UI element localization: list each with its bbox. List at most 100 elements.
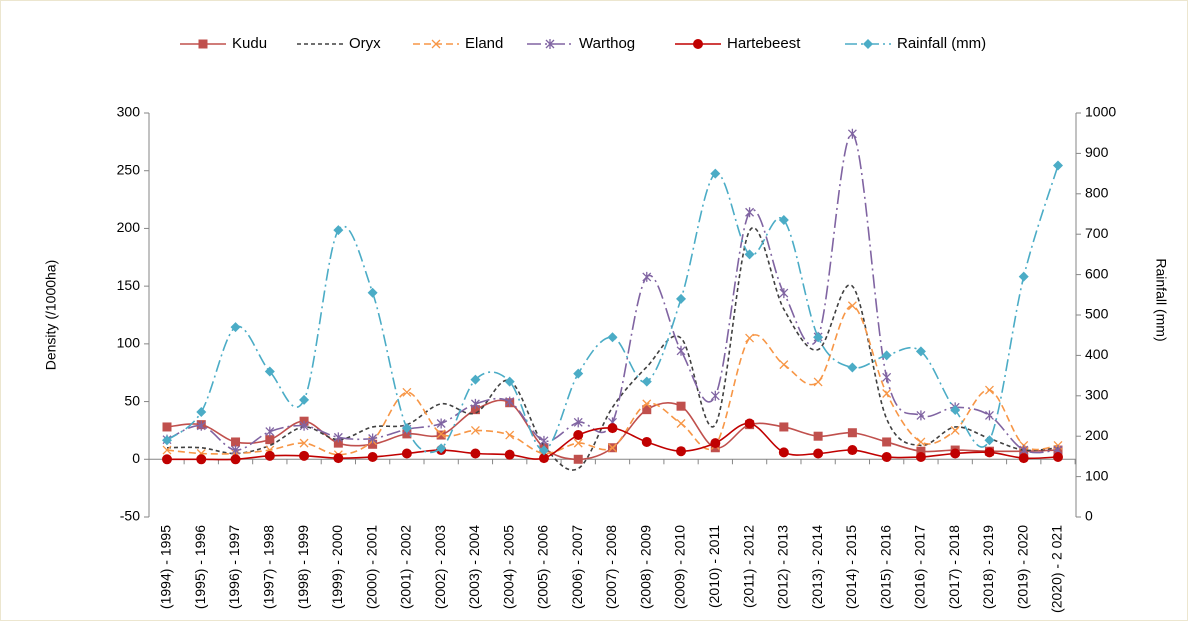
marker	[745, 333, 755, 343]
marker	[162, 445, 172, 455]
y-axis-label: Density (/1000ha)	[43, 260, 59, 371]
x-tick-label: (1998) - 1999	[295, 525, 311, 609]
legend-label: Oryx	[349, 35, 381, 52]
y2-tick-label: 200	[1085, 427, 1109, 443]
x-tick-label: (2015) - 2016	[877, 525, 893, 609]
marker	[198, 39, 208, 49]
marker	[984, 435, 995, 446]
marker	[401, 423, 412, 434]
marker	[693, 39, 703, 49]
legend-label: Kudu	[232, 35, 267, 52]
marker	[847, 362, 858, 373]
marker	[504, 449, 515, 460]
y2-tick-label: 0	[1085, 508, 1093, 524]
marker	[367, 287, 378, 298]
marker	[401, 448, 412, 459]
marker	[299, 420, 309, 431]
marker	[196, 406, 207, 417]
marker	[676, 446, 687, 457]
series	[166, 227, 1059, 471]
x-tick-label: (2016) - 2017	[912, 525, 928, 609]
marker	[431, 39, 441, 49]
marker	[538, 453, 549, 464]
marker	[642, 271, 652, 282]
marker	[573, 368, 584, 379]
x-tick-label: (1994) - 1995	[158, 525, 174, 609]
y-tick-label: 0	[132, 450, 140, 466]
series	[162, 160, 1063, 456]
marker	[436, 430, 446, 440]
y2-axis-label: Rainfall (mm)	[1153, 258, 1169, 341]
x-tick-label: (2001) - 2002	[398, 525, 414, 609]
marker	[231, 437, 241, 447]
marker	[641, 436, 652, 447]
y-tick-label: 250	[117, 161, 141, 177]
x-tick-label: (2004) - 2005	[500, 525, 516, 609]
marker	[916, 437, 926, 447]
marker	[1018, 271, 1029, 282]
marker	[538, 445, 549, 456]
x-tick-label: (1997) - 1998	[261, 525, 277, 609]
x-tick-label: (2000) - 2001	[363, 525, 379, 609]
marker	[230, 454, 241, 465]
x-tick-label: (2010) - 2011	[706, 525, 722, 608]
marker	[1018, 453, 1029, 464]
marker	[333, 438, 343, 448]
marker	[162, 435, 172, 446]
marker	[881, 451, 892, 462]
marker	[950, 448, 961, 459]
y-tick-label: 200	[117, 219, 141, 235]
x-tick-label: (2020) - 2 021	[1049, 525, 1065, 613]
series-line	[166, 304, 1059, 456]
marker	[505, 430, 515, 440]
marker	[778, 215, 789, 226]
marker	[915, 346, 926, 357]
y2-tick-label: 400	[1085, 346, 1109, 362]
marker	[230, 322, 241, 333]
y2-tick-label: 700	[1085, 225, 1109, 241]
marker	[984, 447, 995, 458]
marker	[573, 430, 584, 441]
marker	[196, 454, 207, 465]
marker	[847, 428, 857, 438]
marker	[162, 454, 172, 465]
marker	[505, 396, 515, 407]
marker	[779, 360, 789, 370]
y2-tick-label: 300	[1085, 387, 1109, 403]
marker	[608, 443, 617, 453]
marker	[985, 385, 994, 395]
marker	[676, 401, 686, 411]
marker	[1053, 451, 1063, 462]
marker	[333, 225, 344, 236]
marker	[950, 404, 961, 415]
marker	[779, 288, 789, 299]
marker	[299, 450, 310, 461]
marker	[539, 435, 549, 446]
x-tick-label: (2012) - 2013	[775, 525, 791, 609]
y2-tick-label: 900	[1085, 144, 1109, 160]
marker	[436, 429, 446, 439]
x-tick-label: (2005) - 2006	[535, 525, 551, 609]
x-tick-label: (2013) - 2014	[809, 525, 825, 609]
marker	[916, 410, 926, 421]
marker	[196, 420, 206, 431]
marker	[710, 438, 721, 449]
marker	[333, 432, 343, 443]
marker	[813, 332, 824, 343]
marker	[368, 433, 378, 444]
marker	[950, 425, 960, 435]
marker	[779, 422, 789, 432]
y2-tick-label: 100	[1085, 467, 1109, 483]
legend-label: Eland	[465, 35, 503, 52]
marker	[676, 293, 687, 304]
y2-tick-label: 800	[1085, 185, 1109, 201]
marker	[265, 435, 275, 445]
marker	[985, 410, 994, 421]
marker	[915, 451, 926, 462]
marker	[402, 387, 412, 397]
marker	[470, 425, 480, 435]
marker	[573, 438, 583, 448]
x-tick-label: (2017) - 2018	[946, 525, 962, 609]
